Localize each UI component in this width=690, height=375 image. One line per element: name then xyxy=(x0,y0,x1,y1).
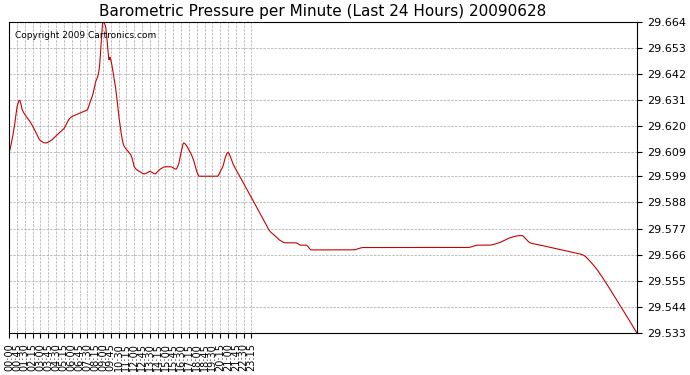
Text: Copyright 2009 Cartronics.com: Copyright 2009 Cartronics.com xyxy=(15,31,157,40)
Title: Barometric Pressure per Minute (Last 24 Hours) 20090628: Barometric Pressure per Minute (Last 24 … xyxy=(99,4,546,19)
